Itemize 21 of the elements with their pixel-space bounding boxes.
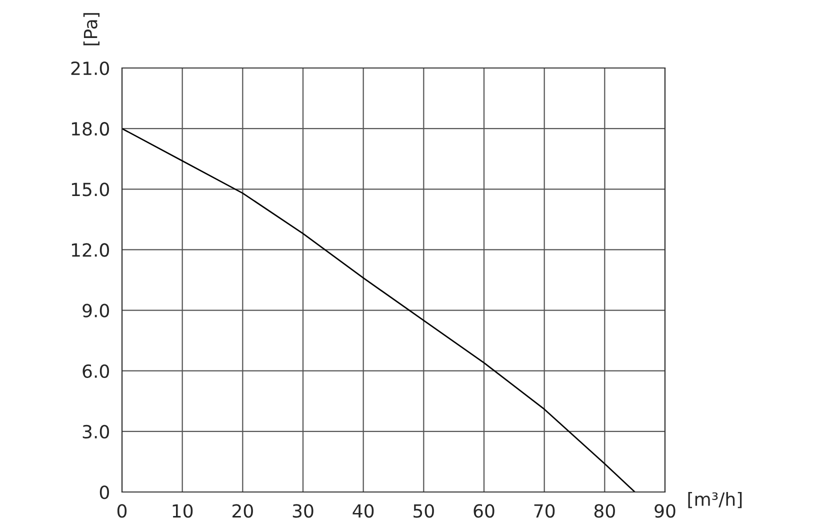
y-tick-label: 6.0	[82, 364, 109, 378]
x-axis-title: [m³/h]	[688, 492, 742, 508]
y-tick-label: 9.0	[82, 304, 109, 318]
y-axis-title: [Pa]	[83, 13, 100, 46]
x-tick-label: 30	[292, 504, 314, 518]
y-tick-label: 3.0	[82, 424, 109, 439]
x-tick-label: 90	[654, 504, 676, 518]
y-tick-label: 21.0	[71, 61, 109, 76]
line-series	[122, 128, 636, 492]
x-tick-label: 50	[414, 504, 434, 518]
x-tick-label: 80	[594, 504, 615, 518]
x-tick-label: 0	[117, 504, 127, 518]
y-tick-label: 18.0	[72, 122, 109, 136]
x-tick-label: 20	[232, 504, 253, 518]
y-tick-label: 15.0	[72, 182, 109, 196]
x-tick-label: 40	[352, 504, 374, 518]
x-tick-label: 60	[474, 504, 494, 518]
y-tick-label: 12.0	[72, 243, 109, 257]
y-tick-label: 0	[100, 485, 109, 500]
x-tick-label: 10	[172, 504, 193, 518]
x-tick-label: 70	[534, 504, 555, 518]
